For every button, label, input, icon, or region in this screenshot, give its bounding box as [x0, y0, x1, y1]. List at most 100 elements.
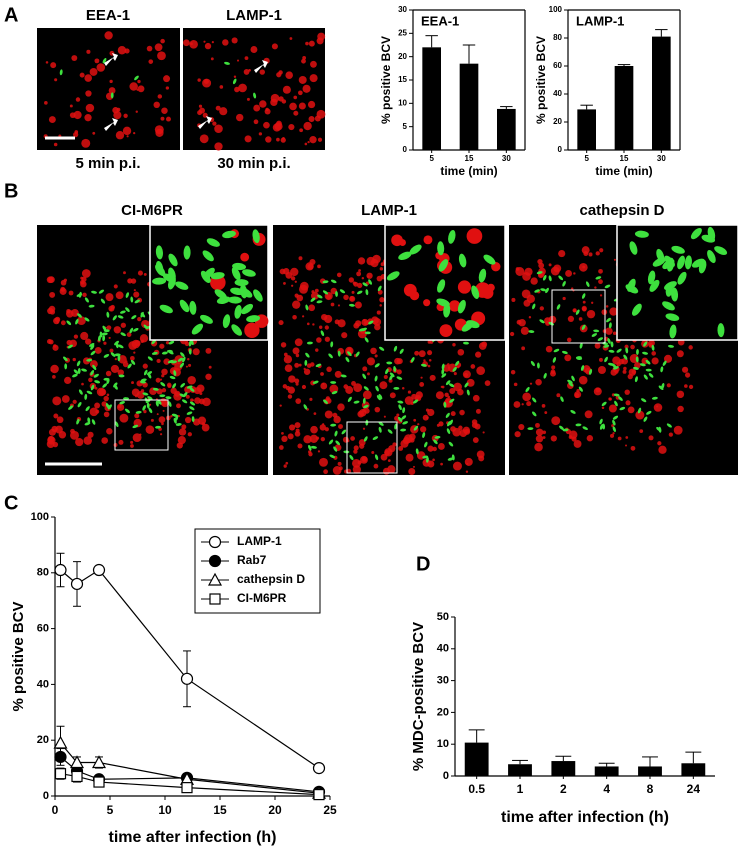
error-bar: [642, 756, 658, 767]
red-spot: [459, 429, 468, 438]
green-spot: [135, 410, 142, 414]
red-spot: [320, 382, 328, 390]
red-spot: [535, 378, 542, 386]
red-spot: [302, 84, 311, 93]
red-spot: [126, 332, 132, 337]
green-spot: [115, 342, 119, 349]
red-spot: [367, 275, 370, 278]
green-spot: [610, 341, 614, 348]
red-spot: [666, 383, 671, 388]
red-spot: [270, 98, 278, 107]
bar: [459, 63, 479, 150]
red-spot: [354, 301, 362, 309]
red-spot: [326, 366, 332, 372]
green-spot: [393, 387, 400, 390]
green-spot: [147, 396, 153, 400]
green-spot: [437, 279, 446, 293]
green-spot: [339, 289, 346, 294]
green-spot: [458, 253, 467, 268]
y-tick-label: 80: [553, 33, 562, 42]
green-spot: [306, 341, 313, 345]
y-tick-label: 40: [437, 643, 449, 655]
green-spot: [240, 287, 253, 298]
green-spot: [181, 399, 188, 404]
red-spot: [612, 331, 617, 335]
red-spot: [558, 249, 566, 258]
red-spot: [108, 336, 111, 340]
green-spot: [377, 285, 382, 292]
red-spot: [315, 436, 320, 440]
green-spot: [409, 244, 422, 255]
green-spot: [322, 290, 329, 295]
x-tick-label: 8: [647, 782, 654, 796]
red-spot: [84, 114, 92, 122]
green-spot: [629, 241, 638, 255]
green-spot: [433, 439, 438, 445]
red-spot: [605, 305, 609, 308]
red-spot: [103, 395, 109, 402]
red-spot: [361, 318, 369, 326]
green-spot: [608, 349, 615, 353]
red-spot: [126, 135, 129, 138]
green-spot: [402, 421, 408, 425]
green-spot: [76, 418, 80, 425]
red-spot: [457, 348, 465, 356]
red-spot: [202, 397, 211, 407]
red-spot: [185, 394, 190, 399]
red-spot: [56, 416, 64, 424]
red-spot: [624, 344, 629, 349]
red-spot: [307, 100, 316, 109]
red-spot: [315, 348, 319, 352]
inset: [616, 224, 738, 341]
green-spot: [635, 356, 639, 363]
red-spot: [562, 296, 566, 301]
red-spot: [50, 62, 57, 69]
red-spot: [322, 382, 325, 385]
red-spot: [54, 316, 61, 323]
red-spot: [282, 384, 288, 389]
chart-title: EEA-1: [421, 13, 459, 28]
red-spot: [94, 58, 100, 64]
error-bar: [617, 64, 631, 66]
green-spot: [353, 400, 360, 404]
red-spot: [623, 366, 627, 371]
red-spot: [109, 79, 113, 84]
red-spot: [341, 332, 348, 339]
green-spot: [134, 299, 141, 304]
green-spot: [471, 285, 480, 299]
red-spot: [450, 411, 456, 417]
micrographs: [37, 28, 738, 476]
green-spot: [637, 407, 642, 414]
green-spot: [677, 271, 687, 285]
green-spot: [180, 352, 185, 358]
green-spot: [231, 267, 241, 281]
green-spot: [125, 307, 130, 312]
red-spot: [308, 450, 312, 454]
green-spot: [92, 364, 97, 371]
red-spot: [337, 304, 341, 307]
red-spot: [246, 97, 250, 101]
red-spot: [187, 432, 192, 437]
red-spot: [272, 123, 281, 132]
red-spot: [293, 95, 298, 100]
red-spot: [52, 396, 62, 406]
red-spot: [44, 101, 48, 105]
red-spot: [199, 107, 205, 114]
red-spot: [581, 305, 587, 312]
red-spot: [409, 433, 416, 441]
red-spot: [326, 294, 332, 300]
red-spot: [625, 436, 629, 439]
red-spot: [593, 387, 602, 396]
green-spot: [447, 421, 451, 427]
y-tick-label: 40: [553, 89, 562, 98]
red-spot: [73, 110, 82, 120]
green-spot: [139, 380, 146, 384]
green-spot: [90, 370, 95, 376]
marker: [208, 535, 222, 549]
green-spot: [365, 419, 369, 426]
green-spot: [614, 400, 618, 407]
green-spot: [328, 439, 334, 445]
red-spot: [599, 248, 604, 253]
red-spot: [94, 402, 101, 409]
red-spot: [459, 409, 465, 416]
